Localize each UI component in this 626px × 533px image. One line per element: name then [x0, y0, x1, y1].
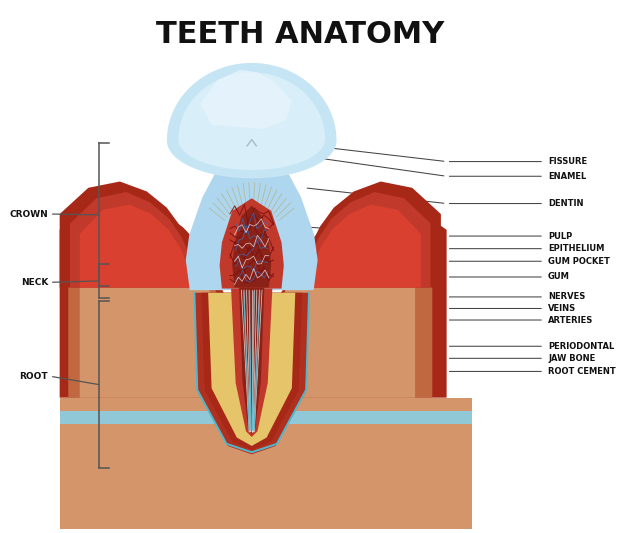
Polygon shape [178, 72, 325, 170]
Polygon shape [231, 288, 272, 437]
Polygon shape [80, 225, 415, 398]
Polygon shape [208, 293, 295, 446]
Text: CROWN: CROWN [9, 209, 48, 219]
Polygon shape [59, 424, 473, 529]
Polygon shape [305, 205, 421, 287]
Text: PULP: PULP [548, 231, 572, 240]
Text: ROOT CEMENT: ROOT CEMENT [548, 367, 616, 376]
Text: PERIODONTAL: PERIODONTAL [548, 342, 614, 351]
Polygon shape [195, 168, 308, 290]
Text: ROOT: ROOT [19, 372, 48, 381]
Polygon shape [59, 201, 446, 398]
Polygon shape [302, 192, 431, 287]
Polygon shape [59, 411, 473, 424]
Polygon shape [297, 182, 441, 287]
Text: ENAMEL: ENAMEL [548, 172, 587, 181]
Text: FISSURE: FISSURE [548, 157, 587, 166]
Text: GUM: GUM [548, 272, 570, 281]
Polygon shape [232, 206, 271, 287]
Text: DENTIN: DENTIN [548, 199, 583, 208]
Polygon shape [68, 213, 433, 398]
Polygon shape [202, 293, 302, 450]
Polygon shape [167, 63, 337, 179]
Polygon shape [195, 293, 309, 454]
Polygon shape [59, 398, 473, 411]
Text: NECK: NECK [21, 278, 48, 287]
Polygon shape [220, 198, 284, 288]
Text: NERVES: NERVES [548, 293, 585, 302]
Text: JAW BONE: JAW BONE [548, 354, 595, 363]
Polygon shape [239, 287, 264, 434]
Polygon shape [70, 192, 199, 287]
Text: EPITHELIUM: EPITHELIUM [548, 244, 605, 253]
Polygon shape [200, 70, 292, 129]
Text: TEETH ANATOMY: TEETH ANATOMY [156, 20, 444, 49]
Polygon shape [186, 131, 317, 290]
Text: GUM POCKET: GUM POCKET [548, 257, 610, 266]
Text: ARTERIES: ARTERIES [548, 316, 593, 325]
Text: VEINS: VEINS [548, 304, 576, 313]
Polygon shape [80, 205, 195, 287]
Polygon shape [59, 182, 203, 287]
